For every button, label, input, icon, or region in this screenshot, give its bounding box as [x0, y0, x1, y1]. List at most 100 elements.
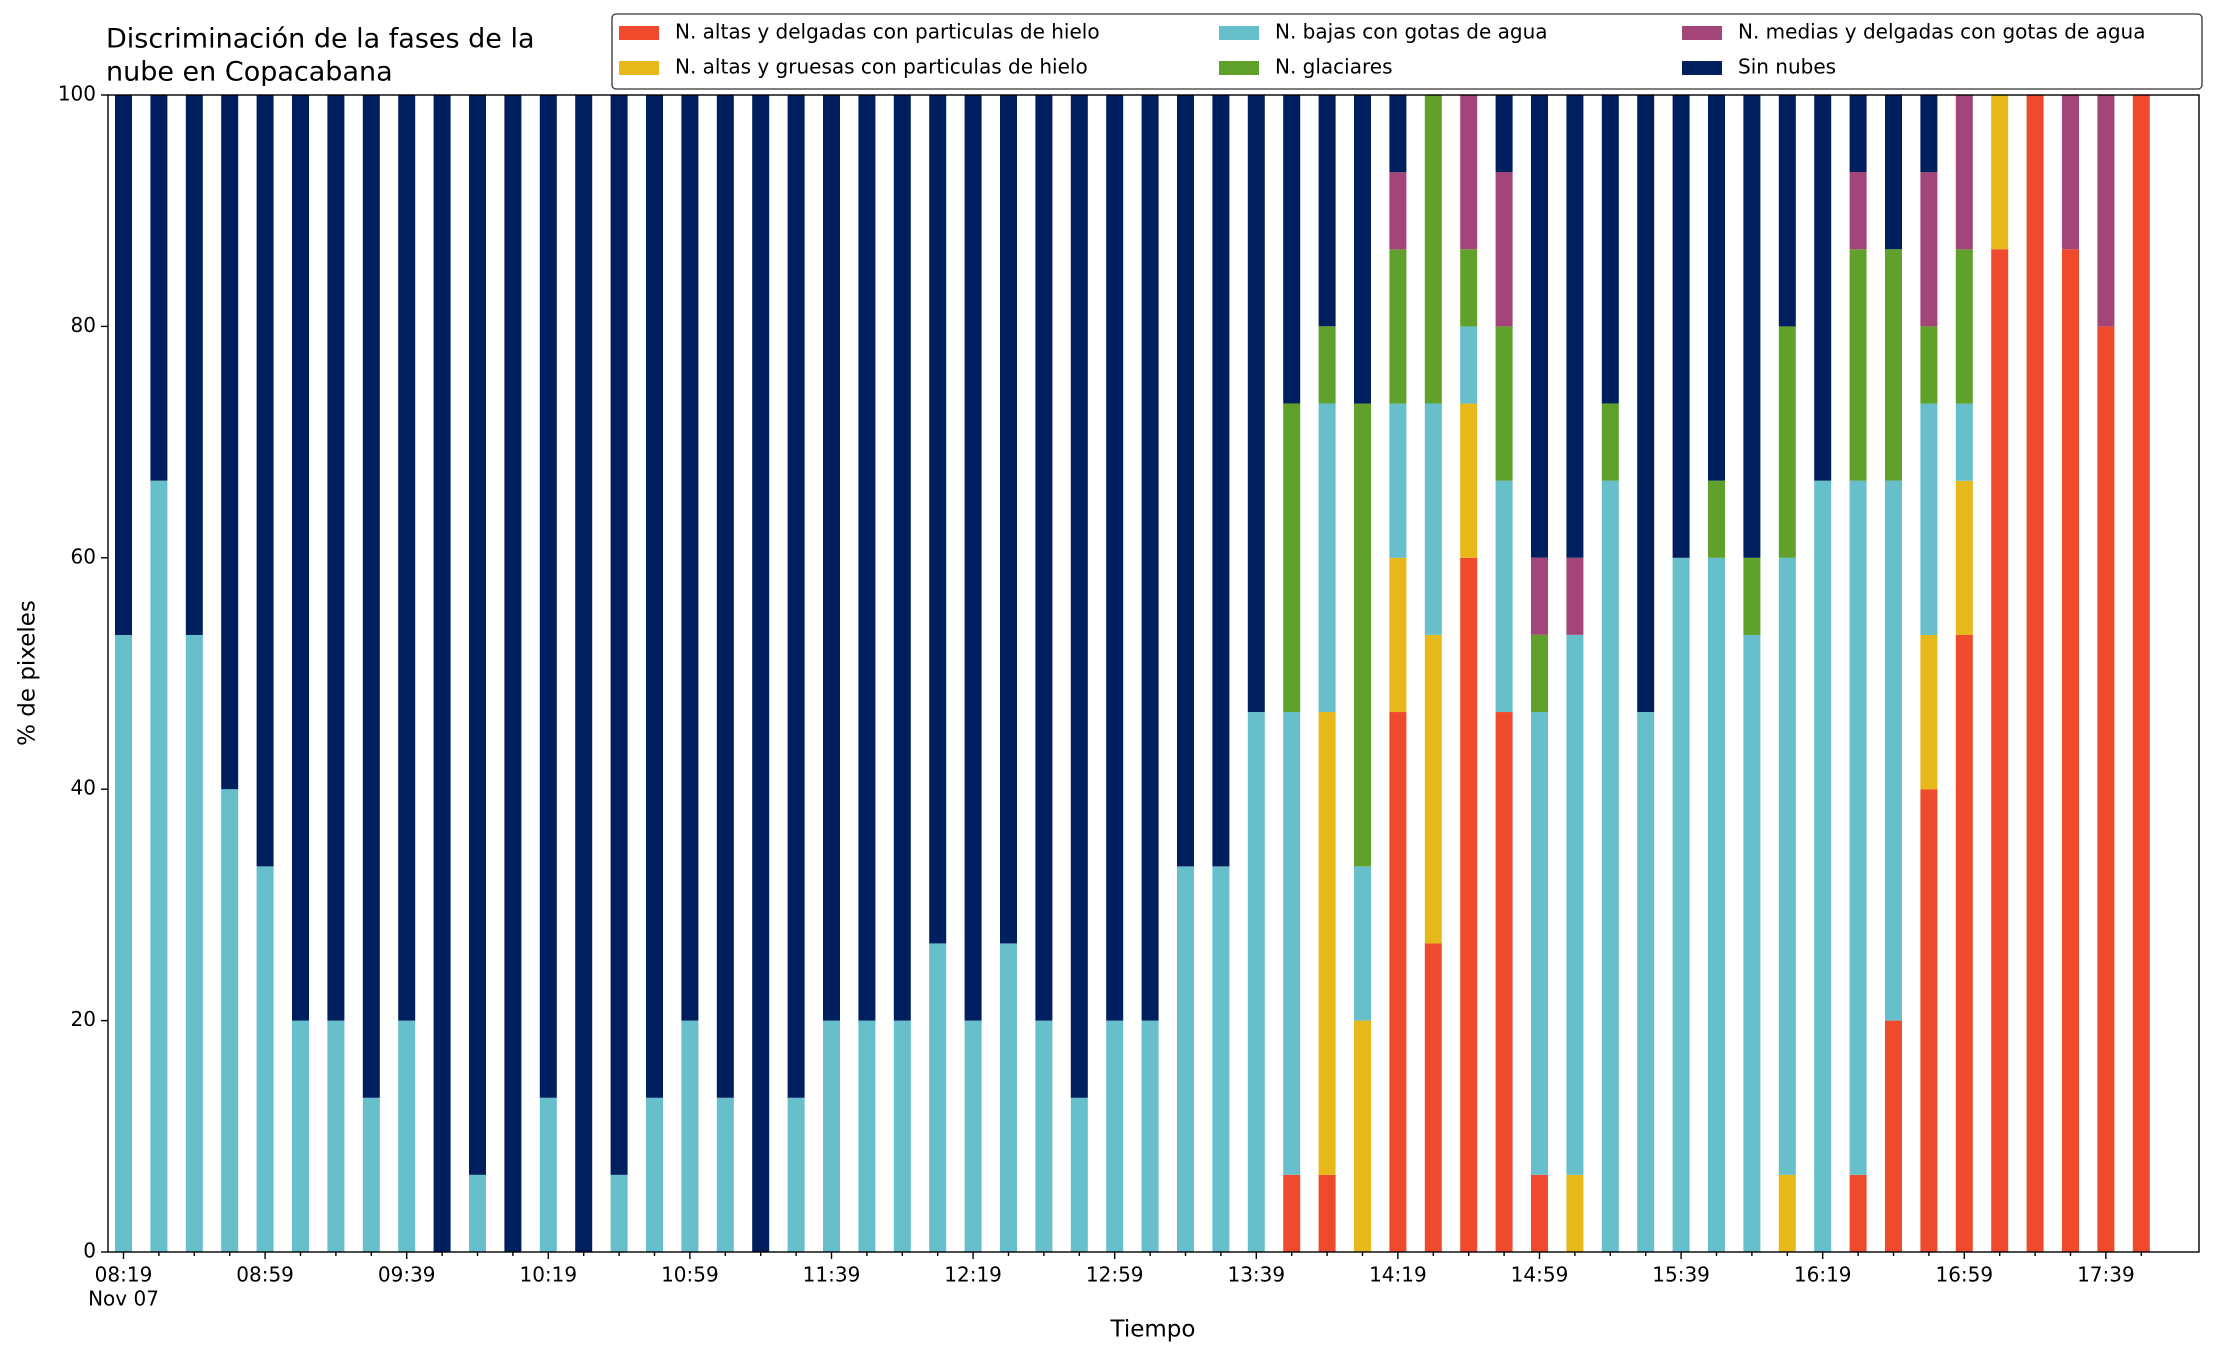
bar-segment [150, 480, 168, 1252]
bar-segment [1955, 249, 1973, 404]
bar-segment [1354, 95, 1371, 404]
bar-segment [1389, 95, 1407, 173]
bar-segment [1849, 172, 1867, 250]
bar-segment [1531, 712, 1548, 1175]
legend-swatch [619, 61, 659, 75]
x-tick-label: 12:59 [1086, 1263, 1144, 1287]
bar-segment [1672, 557, 1690, 1252]
x-tick-label: 11:39 [803, 1263, 861, 1287]
bar-segment [1354, 403, 1371, 867]
bar-segment [1000, 943, 1017, 1252]
bar-segment [1955, 403, 1973, 481]
bar-segment [221, 95, 239, 790]
bar-segment [1531, 94, 1548, 558]
legend-label: N. altas y delgadas con particulas de hi… [675, 20, 1100, 44]
bar-segment [1318, 1174, 1336, 1252]
bar-segment [1601, 480, 1619, 1252]
bar-segment [1318, 403, 1336, 713]
bar-segment [929, 943, 947, 1252]
bar-segment [1495, 480, 1513, 713]
bar-segment [1389, 403, 1407, 558]
bar-segment [1955, 634, 1973, 1252]
bar-segment [539, 95, 557, 1098]
y-tick-label: 80 [71, 313, 96, 337]
bar-segment [1637, 95, 1655, 713]
bar-segment [858, 95, 876, 1021]
bar-segment [1212, 95, 1230, 867]
bar-segment [362, 1097, 380, 1252]
bar-segment [1460, 249, 1478, 327]
x-tick-label: 08:59 [236, 1263, 294, 1287]
bar-segment [1424, 94, 1442, 404]
bar-segment [1389, 712, 1407, 1252]
bar-segment [1849, 94, 1867, 173]
bar-segment [1035, 1020, 1053, 1252]
y-tick-label: 60 [71, 544, 96, 568]
bar-segment [1212, 866, 1230, 1252]
bar-segment [1318, 94, 1336, 327]
bar-segment [1389, 172, 1407, 250]
bar-segment [256, 866, 274, 1252]
legend-label: Sin nubes [1738, 55, 1836, 79]
x-tick-label: 12:19 [944, 1263, 1002, 1287]
bar-segment [1601, 403, 1619, 481]
bar-segment [1495, 326, 1513, 481]
x-tick-label: 14:19 [1369, 1263, 1427, 1287]
bar-segment [1991, 249, 2009, 1253]
bar-segment [1389, 249, 1407, 404]
x-axis-label: Tiempo [1110, 1317, 1196, 1343]
bar-segment [1106, 95, 1124, 1021]
bar-segment [1920, 95, 1938, 173]
bar-segment [1531, 1174, 1548, 1252]
bar-segment [1920, 326, 1938, 404]
bar-segment [539, 1097, 557, 1252]
legend-swatch [1682, 61, 1722, 75]
bar-segment [716, 95, 734, 1098]
x-tick-label: 10:19 [519, 1263, 577, 1287]
x-tick-label: 16:59 [1935, 1263, 1993, 1287]
bar-segment [1814, 95, 1832, 481]
legend-swatch [1219, 61, 1259, 75]
bar-segment [2132, 95, 2150, 1252]
bar-segment [398, 95, 416, 1021]
bar-segment [1672, 95, 1690, 558]
bar-segment [1531, 634, 1548, 713]
bar-segment [1354, 866, 1371, 1021]
bar-segment [327, 95, 345, 1021]
bar-segment [575, 95, 593, 1252]
bar-segment [1920, 172, 1938, 327]
bar-segment [1070, 1097, 1088, 1252]
bar-segment [2062, 95, 2079, 250]
legend-swatch [1682, 26, 1722, 40]
bar-segment [1743, 95, 1761, 558]
bar-segment [2062, 249, 2079, 1253]
y-tick-label: 20 [71, 1007, 96, 1031]
bar-segment [1566, 94, 1584, 558]
bar-segment [433, 95, 451, 1252]
bar-segment [1637, 712, 1655, 1252]
y-tick-label: 40 [71, 776, 96, 800]
bar-segment [185, 634, 203, 1252]
bar-segment [610, 95, 628, 1175]
bar-segment [823, 1020, 840, 1252]
bar-segment [1920, 403, 1938, 635]
bar-segment [292, 1020, 309, 1252]
bar-segment [1708, 480, 1725, 558]
legend-box [611, 13, 2203, 90]
bar-segment [469, 1174, 486, 1252]
bar-segment [2026, 95, 2044, 1252]
x-tick-label: 16:19 [1794, 1263, 1852, 1287]
bar-segment [752, 95, 770, 1252]
bar-segment [610, 1174, 628, 1252]
bar-segment [1424, 634, 1442, 944]
bar-segment [1106, 1020, 1124, 1252]
bar-segment [1318, 712, 1336, 1175]
bar-segment [964, 1020, 982, 1252]
bar-segment [1885, 249, 1902, 481]
legend-label: N. altas y gruesas con particulas de hie… [675, 55, 1088, 79]
bar-segment [1991, 95, 2009, 250]
bar-segment [1354, 1020, 1371, 1252]
bar-segment [185, 95, 203, 635]
bar-segment [1070, 95, 1088, 1098]
